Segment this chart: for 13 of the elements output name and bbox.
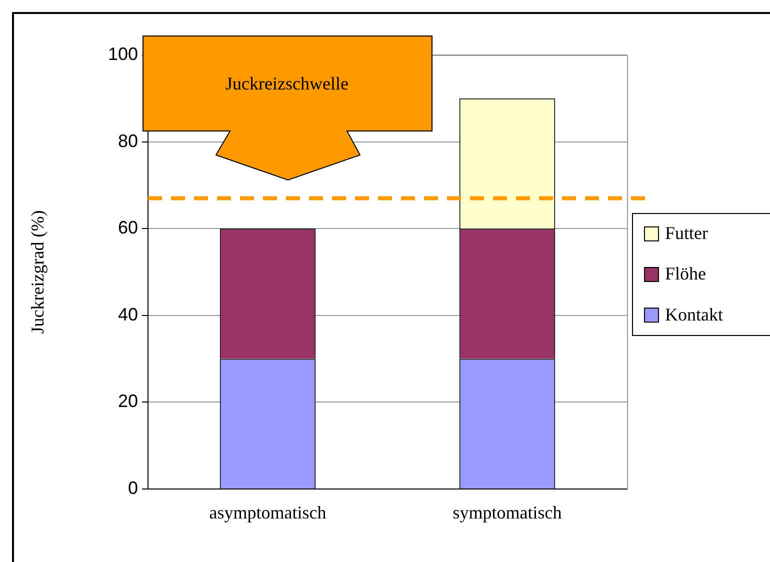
legend-label: Flöhe [665, 264, 706, 284]
legend-label: Futter [665, 223, 708, 244]
y-tick-label: 20 [118, 391, 138, 412]
y-tick-label: 0 [128, 478, 138, 498]
annotation: Juckreizschwelle [226, 74, 348, 94]
y-tick-label: 80 [118, 130, 138, 151]
y-tick-label: 60 [118, 218, 138, 238]
y-tick-label: 40 [118, 304, 138, 324]
x-tick-label: symptomatisch [452, 502, 562, 523]
y-axis-title: Juckreizgrad (%) [28, 210, 48, 334]
legend-label: Kontakt [665, 304, 723, 324]
x-tick-label: asymptomatisch [209, 502, 326, 523]
y-tick-label: 100 [108, 44, 138, 64]
